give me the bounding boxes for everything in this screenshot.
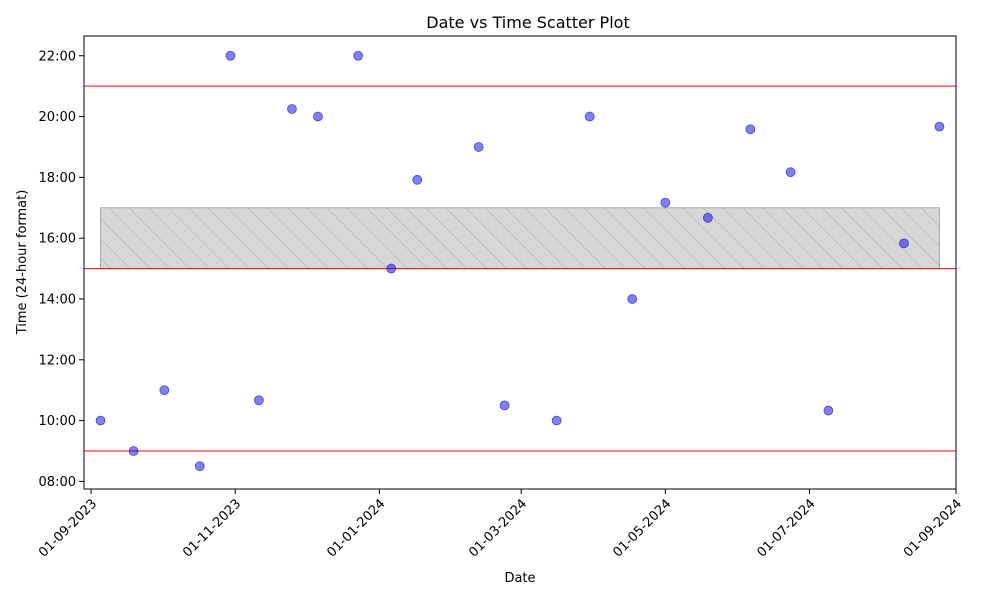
y-tick-label: 14:00: [39, 292, 76, 307]
plot-frame: [83, 35, 957, 490]
data-point: [287, 104, 297, 114]
chart-title: Date vs Time Scatter Plot: [426, 13, 629, 32]
x-axis: 01-09-2023 01-11-2023 01-01-2024 01-03-2024…: [36, 489, 965, 560]
data-point: [823, 405, 834, 416]
data-point: [785, 167, 796, 178]
data-point: [702, 212, 713, 223]
x-tick-label: 01-03-2024: [466, 496, 530, 560]
y-tick-label: 16:00: [39, 232, 76, 247]
data-point: [627, 294, 638, 304]
data-point: [473, 142, 484, 152]
data-point: [499, 400, 510, 411]
data-point: [412, 174, 423, 185]
x-tick-label: 01-09-2023: [36, 496, 100, 560]
plot-area: [84, 50, 956, 472]
shaded-band-hatch: [100, 207, 940, 270]
y-axis: 08:00 10:00 12:00 14:00 16:00 18:00 20:00 22:00: [39, 49, 84, 490]
x-tick-label: 01-11-2023: [180, 496, 244, 560]
x-tick-label: 01-09-2024: [901, 496, 965, 560]
data-point: [386, 263, 397, 274]
data-point: [899, 238, 909, 249]
x-tick-label: 01-05-2024: [610, 496, 674, 560]
data-point: [225, 50, 236, 61]
y-tick-label: 12:00: [39, 353, 76, 368]
data-point: [313, 111, 323, 122]
y-axis-label: Time (24-hour format): [15, 190, 30, 336]
data-point: [551, 415, 562, 426]
data-point: [934, 121, 945, 132]
y-tick-label: 18:00: [39, 171, 76, 186]
data-point: [95, 415, 106, 426]
data-point: [128, 446, 139, 456]
y-tick-label: 22:00: [39, 49, 76, 64]
y-tick-label: 10:00: [39, 414, 76, 429]
data-point: [253, 395, 264, 406]
data-point: [745, 124, 756, 135]
data-point: [194, 461, 205, 472]
y-tick-label: 08:00: [39, 475, 76, 490]
data-point: [660, 197, 671, 208]
x-axis-label: Date: [504, 571, 535, 586]
x-tick-label: 01-01-2024: [324, 496, 388, 560]
y-tick-label: 20:00: [39, 110, 76, 125]
data-point: [584, 111, 595, 122]
data-point: [159, 385, 170, 396]
data-point: [353, 50, 364, 61]
x-tick-label: 01-07-2024: [754, 496, 818, 560]
